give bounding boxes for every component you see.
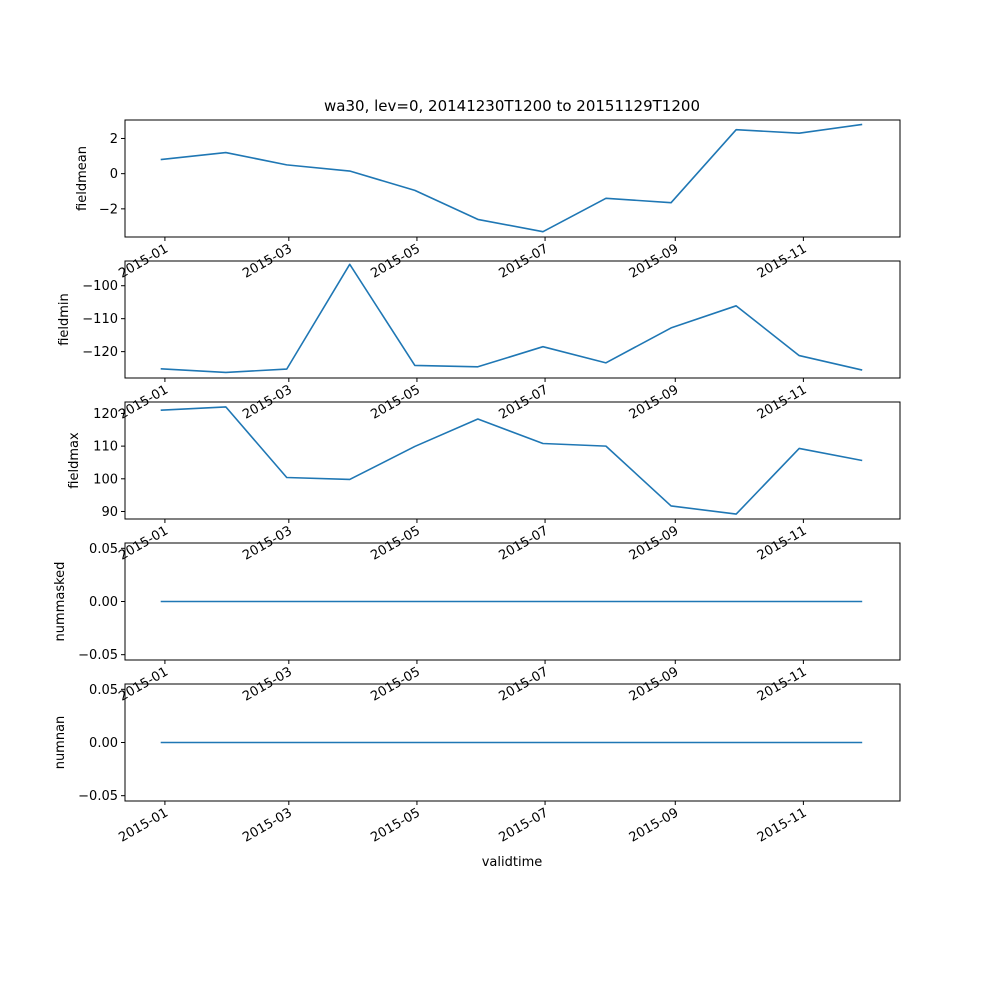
y-tick-label: 2 (110, 132, 118, 147)
y-tick-label: −110 (82, 312, 118, 327)
plot-frame (124, 401, 901, 520)
x-tick-label: 2015-03 (240, 523, 295, 563)
x-tick-label: 2015-03 (240, 664, 295, 704)
x-tick-label: 2015-01 (116, 805, 171, 845)
x-tick-label: 2015-09 (627, 664, 682, 704)
y-tick-label: 0.00 (89, 736, 118, 751)
x-tick-label: 2015-09 (627, 805, 682, 845)
x-tick-label: 2015-07 (497, 523, 552, 563)
x-tick-label: 2015-05 (368, 241, 423, 281)
x-tick-label: 2015-03 (240, 805, 295, 845)
y-tick-label: −0.05 (78, 789, 118, 804)
y-tick-label: 0 (110, 167, 118, 182)
x-tick-label: 2015-11 (755, 241, 810, 281)
x-tick-label: 2015-11 (755, 382, 810, 422)
x-tick-label: 2015-05 (368, 664, 423, 704)
x-tick-label: 2015-03 (240, 382, 295, 422)
x-tick-label: 2015-09 (627, 523, 682, 563)
y-axis-label: fieldmean (75, 146, 90, 211)
x-tick-label: 2015-05 (368, 805, 423, 845)
x-tick-label: 2015-07 (497, 805, 552, 845)
y-axis-label: fieldmax (67, 432, 82, 489)
x-tick-label: 2015-11 (755, 523, 810, 563)
x-tick-label: 2015-09 (627, 382, 682, 422)
subplots: −2 0 2 fieldmean 2015-01 2015-03 2015-05 2015-0… (53, 119, 901, 846)
y-tick-label: 0.05 (89, 542, 118, 557)
y-tick-label: 0.05 (89, 683, 118, 698)
y-tick-label: 110 (93, 440, 118, 455)
x-tick-label: 2015-07 (497, 241, 552, 281)
series-line-fieldmax (160, 406, 863, 515)
plot-frame (124, 260, 901, 379)
series-line-fieldmean (160, 123, 863, 233)
y-tick-label: 90 (101, 505, 118, 520)
x-axis-label: validtime (482, 855, 543, 870)
x-tick-label: 2015-05 (368, 523, 423, 563)
x-tick-label: 2015-07 (497, 382, 552, 422)
x-tick-label: 2015-09 (627, 241, 682, 281)
plot-frame (124, 119, 901, 238)
y-axis-label: fieldmin (57, 293, 72, 346)
y-tick-label: −120 (82, 345, 118, 360)
x-tick-label: 2015-05 (368, 382, 423, 422)
chart-title: wa30, lev=0, 20141230T1200 to 20151129T1… (324, 97, 700, 115)
y-tick-label: 100 (93, 472, 118, 487)
y-axis-label: numnan (53, 716, 68, 770)
y-tick-label: −0.05 (78, 648, 118, 663)
y-tick-label: 120 (93, 407, 118, 422)
subplot-numnan: 0.05 0.00 −0.05 numnan 2015-01 2015-03 2015-05… (53, 683, 901, 846)
x-tick-label: 2015-11 (755, 664, 810, 704)
y-axis-label: nummasked (53, 562, 68, 642)
y-tick-label: −2 (99, 202, 118, 217)
series-line-fieldmin (160, 263, 863, 374)
x-tick-label: 2015-03 (240, 241, 295, 281)
x-tick-label: 2015-07 (497, 664, 552, 704)
y-tick-label: −100 (82, 279, 118, 294)
y-tick-label: 0.00 (89, 595, 118, 610)
x-tick-label: 2015-11 (755, 805, 810, 845)
